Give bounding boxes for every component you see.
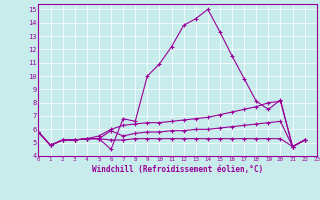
X-axis label: Windchill (Refroidissement éolien,°C): Windchill (Refroidissement éolien,°C) xyxy=(92,165,263,174)
